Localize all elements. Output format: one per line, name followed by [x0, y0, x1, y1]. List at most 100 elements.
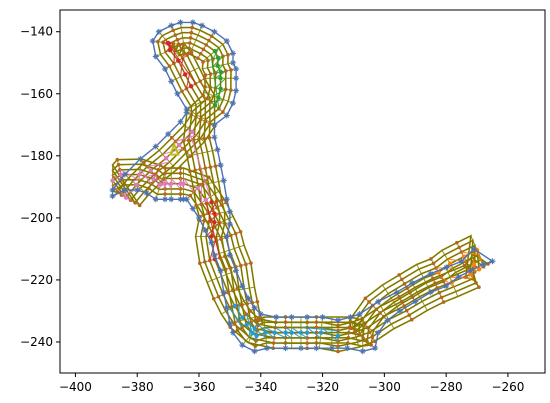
offset-marker — [198, 117, 203, 122]
region-edge — [440, 276, 455, 288]
boundary-star-marker — [229, 100, 236, 107]
boundary-star-marker — [214, 146, 221, 153]
boundary-star-marker — [347, 314, 354, 321]
offset-marker — [305, 341, 309, 345]
offset-marker — [186, 51, 191, 56]
region-edge — [215, 64, 224, 74]
boundary-star-marker — [211, 252, 218, 259]
offset-marker — [216, 294, 221, 299]
boundary-star-marker — [319, 314, 326, 321]
boundary-star-marker — [393, 289, 400, 296]
region-marker — [169, 181, 174, 186]
offset-marker — [189, 30, 194, 35]
offset-marker — [409, 317, 414, 322]
region-edge — [264, 326, 286, 339]
offset-marker — [115, 157, 120, 162]
boundary-star-marker — [162, 65, 169, 72]
axes-frame — [59, 9, 546, 374]
boundary-star-marker — [273, 314, 280, 321]
offset-marker — [457, 245, 461, 250]
boundary-star-marker — [251, 304, 258, 311]
region-edge — [183, 178, 195, 193]
offset-marker — [133, 201, 137, 205]
boundary-star-marker — [168, 196, 175, 203]
region-edge — [213, 88, 227, 97]
boundary-star-marker — [217, 162, 224, 169]
boundary-star-marker — [229, 59, 236, 66]
boundary-star-marker — [189, 19, 196, 26]
boundary-star-marker — [427, 289, 434, 296]
region-edge — [449, 276, 474, 280]
offset-marker — [156, 39, 160, 44]
offset-contour-outline — [112, 37, 480, 339]
region-edge — [175, 134, 197, 142]
region-marker — [209, 200, 214, 205]
boundary-star-marker — [372, 345, 379, 352]
region-marker — [203, 197, 209, 203]
offset-marker — [400, 277, 404, 282]
offset-marker — [238, 229, 243, 234]
offset-marker — [407, 313, 412, 317]
region-marker — [188, 84, 194, 89]
offset-marker — [188, 41, 192, 45]
boundary-star-marker — [263, 345, 270, 352]
x-tick-label: −380 — [121, 380, 154, 394]
x-tick-label: −280 — [430, 380, 463, 394]
region-marker — [148, 168, 153, 173]
region-marker — [110, 178, 115, 183]
offset-marker — [219, 203, 224, 207]
boundary-star-marker — [229, 50, 236, 57]
boundary-star-marker — [396, 307, 403, 314]
region-edge — [165, 39, 197, 85]
region-marker — [190, 129, 195, 135]
boundary-star-marker — [226, 252, 233, 259]
region-edge — [210, 54, 220, 109]
offset-marker — [196, 56, 200, 60]
boundary-star-marker — [183, 196, 190, 203]
offset-marker — [369, 343, 373, 347]
offset-marker — [374, 307, 379, 312]
boundary-star-marker — [220, 177, 227, 184]
boundary-star-marker — [168, 78, 175, 85]
offset-marker — [253, 318, 258, 322]
offset-marker — [189, 50, 194, 55]
boundary-star-marker — [335, 317, 342, 324]
offset-marker — [163, 192, 167, 196]
region-marker — [209, 234, 214, 239]
offset-marker — [365, 339, 369, 344]
offset-marker — [365, 325, 370, 330]
region-marker — [218, 76, 223, 81]
boundary-star-marker — [356, 311, 363, 318]
offset-marker — [203, 260, 207, 264]
region-edge — [119, 169, 139, 181]
boundary-star-marker — [288, 314, 295, 321]
offset-marker — [402, 282, 407, 286]
boundary-star-marker — [239, 283, 246, 290]
region-marker — [215, 63, 220, 68]
region-marker — [162, 181, 168, 186]
y-tick-label: −180 — [20, 149, 53, 163]
region-marker — [335, 333, 341, 339]
boundary-star-marker — [165, 131, 172, 138]
boundary-star-marker — [239, 342, 246, 349]
offset-marker — [245, 301, 250, 306]
region-edge — [248, 322, 252, 338]
boundary-star-marker — [121, 186, 128, 193]
offset-marker — [181, 43, 186, 47]
offset-marker — [433, 281, 437, 285]
boundary-star-marker — [282, 345, 289, 352]
offset-marker — [370, 334, 375, 339]
x-tick-label: −300 — [368, 380, 401, 394]
offset-marker — [201, 47, 206, 52]
offset-marker — [349, 326, 353, 331]
boundary-star-marker — [121, 171, 128, 178]
boundary-star-marker — [196, 214, 203, 221]
boundary-star-marker — [223, 196, 230, 203]
boundary-star-marker — [313, 345, 320, 352]
offset-marker — [230, 288, 235, 293]
boundary-star-marker — [223, 112, 230, 119]
offset-marker — [178, 171, 183, 176]
region-marker — [212, 211, 217, 216]
y-tick-label: −160 — [20, 87, 53, 101]
